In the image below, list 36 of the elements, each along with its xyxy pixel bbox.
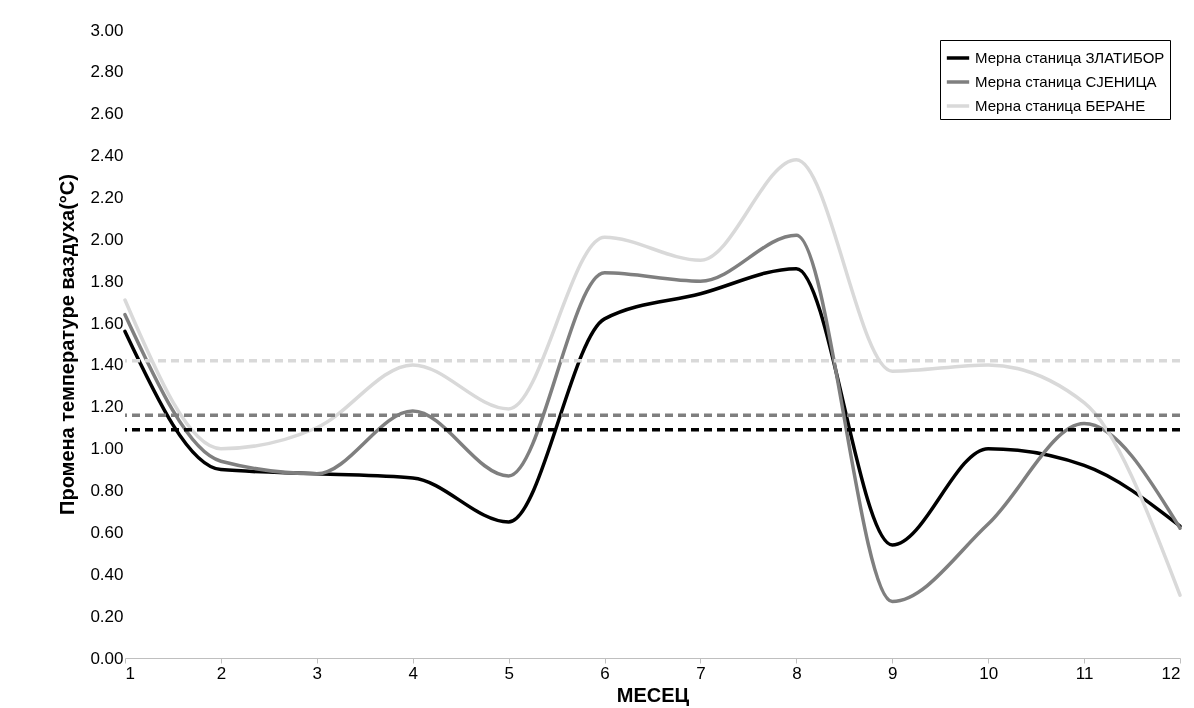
y-tick-label: 0.00	[90, 648, 124, 668]
y-tick-label: 2.60	[90, 104, 124, 124]
x-tick-label: 12	[1161, 663, 1181, 683]
x-tick-label: 3	[312, 663, 323, 683]
x-tick-label: 6	[600, 663, 610, 683]
y-tick-label: 1.40	[90, 355, 124, 375]
x-tick-label: 4	[408, 663, 418, 683]
legend-label: Мерна станица ЗЛАТИБОР	[975, 49, 1165, 66]
x-tick-label: 1	[125, 663, 135, 683]
y-tick-label: 0.60	[90, 522, 124, 542]
x-axis-title: МЕСЕЦ	[616, 683, 690, 706]
x-tick-label: 2	[216, 663, 227, 683]
x-tick-label: 8	[792, 663, 802, 683]
line-series	[123, 266, 1182, 547]
y-tick-label: 2.80	[90, 62, 124, 82]
x-tick-label: 9	[888, 663, 898, 683]
y-tick-label: 1.20	[90, 397, 124, 417]
x-tick-label: 5	[504, 663, 514, 683]
legend-label: Мерна станица БЕРАНЕ	[975, 97, 1146, 114]
line-series	[123, 233, 1182, 604]
y-tick-label: 2.00	[90, 229, 124, 249]
x-tick-label: 10	[979, 663, 999, 683]
y-tick-label: 0.40	[90, 564, 124, 584]
legend-label: Мерна станица СЈЕНИЦА	[975, 73, 1157, 90]
line-series	[123, 158, 1182, 597]
y-tick-label: 1.00	[90, 439, 124, 459]
y-tick-label: 3.00	[90, 20, 124, 40]
y-tick-label: 1.60	[90, 313, 124, 333]
y-tick-label: 2.40	[90, 146, 124, 166]
y-axis-title: Промена температуре ваздуха(°C)	[56, 174, 79, 515]
y-tick-label: 1.80	[90, 271, 124, 291]
y-tick-label: 2.20	[90, 187, 124, 207]
y-tick-label: 0.20	[90, 606, 124, 626]
x-tick-label: 7	[696, 663, 706, 683]
y-tick-label: 0.80	[90, 481, 124, 501]
x-tick-label: 11	[1075, 663, 1094, 683]
